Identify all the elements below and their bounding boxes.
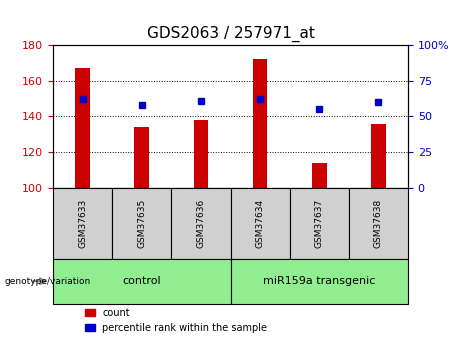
Bar bbox=[253, 59, 267, 188]
Bar bbox=[194, 120, 208, 188]
Title: GDS2063 / 257971_at: GDS2063 / 257971_at bbox=[147, 26, 314, 42]
Text: GSM37634: GSM37634 bbox=[255, 199, 265, 248]
Text: control: control bbox=[123, 276, 161, 286]
Text: GSM37638: GSM37638 bbox=[374, 199, 383, 248]
Legend: count, percentile rank within the sample: count, percentile rank within the sample bbox=[81, 304, 271, 337]
Text: genotype/variation: genotype/variation bbox=[5, 277, 91, 286]
Text: GSM37633: GSM37633 bbox=[78, 199, 87, 248]
Text: GSM37637: GSM37637 bbox=[315, 199, 324, 248]
Bar bbox=[75, 68, 90, 188]
Bar bbox=[312, 163, 327, 188]
Bar bbox=[371, 124, 386, 188]
Bar bbox=[134, 127, 149, 188]
Text: GSM37635: GSM37635 bbox=[137, 199, 146, 248]
Text: GSM37636: GSM37636 bbox=[196, 199, 206, 248]
Text: miR159a transgenic: miR159a transgenic bbox=[263, 276, 375, 286]
